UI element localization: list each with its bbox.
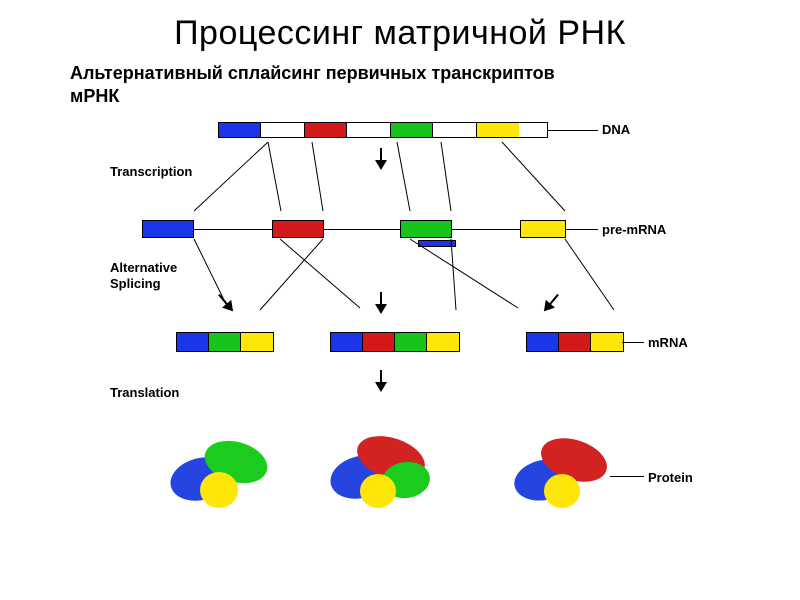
mrna-exon [241, 333, 273, 351]
mrna-variant [526, 332, 624, 352]
mrna-variant [330, 332, 460, 352]
mrna-exon [591, 333, 623, 351]
mrna-exon [177, 333, 209, 351]
protein-domain [200, 472, 238, 508]
mrna-exon [395, 333, 427, 351]
mrna-variant [176, 332, 274, 352]
protein-variant [170, 440, 270, 510]
mrna-exon [427, 333, 459, 351]
arrow-splicing-center [375, 292, 387, 314]
protein-domain [360, 474, 396, 508]
splice-lines [0, 0, 800, 600]
protein-variant [330, 440, 430, 510]
protein-label-line [610, 476, 644, 477]
mrna-exon [209, 333, 241, 351]
mrna-exon [363, 333, 395, 351]
protein-variant [510, 440, 610, 510]
arrow-translation [375, 370, 387, 392]
mrna-exon [559, 333, 591, 351]
mrna-exon [527, 333, 559, 351]
arrow-transcription [375, 148, 387, 170]
mrna-exon [331, 333, 363, 351]
mrna-label-line [622, 342, 644, 343]
protein-domain [544, 474, 580, 508]
